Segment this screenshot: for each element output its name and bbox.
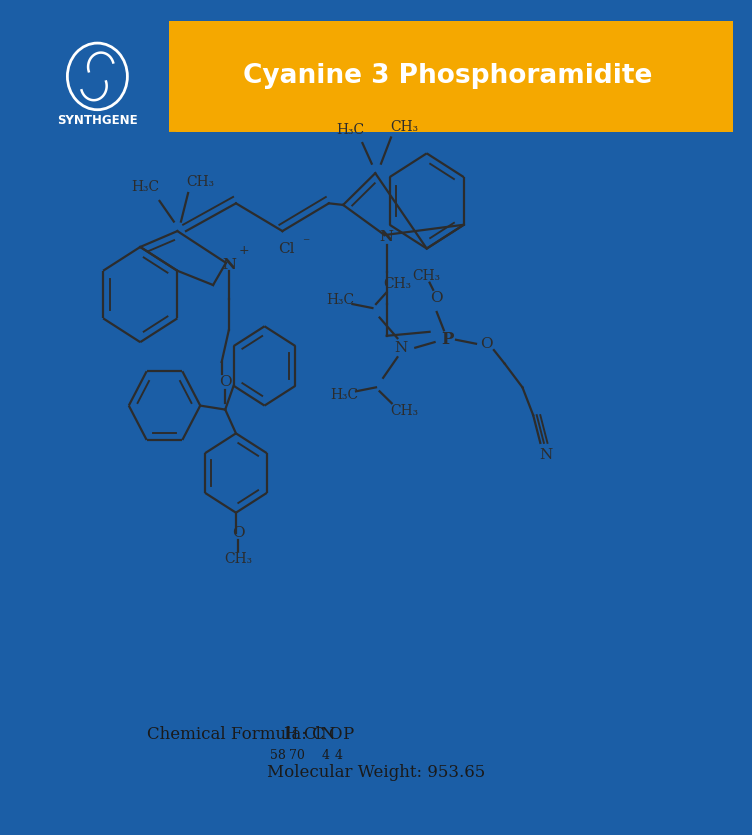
Text: Molecular Weight: 953.65: Molecular Weight: 953.65	[267, 764, 485, 782]
FancyBboxPatch shape	[168, 21, 733, 132]
Text: CH₃: CH₃	[390, 404, 419, 418]
Polygon shape	[19, 132, 176, 211]
Text: CH₃: CH₃	[186, 175, 214, 189]
Text: 58: 58	[269, 749, 286, 762]
Text: 70: 70	[290, 749, 305, 762]
Text: O: O	[219, 375, 232, 389]
Text: H₃C: H₃C	[336, 123, 365, 137]
Text: SYNTHGENE: SYNTHGENE	[57, 114, 138, 127]
Text: Chemical Formula: C: Chemical Formula: C	[147, 726, 325, 743]
Text: CH₃: CH₃	[390, 120, 418, 134]
Text: CH₃: CH₃	[412, 270, 440, 283]
Text: ⁻: ⁻	[302, 236, 310, 250]
Text: O: O	[329, 726, 342, 743]
Text: O: O	[232, 525, 244, 539]
Text: N: N	[222, 258, 235, 272]
Text: 4: 4	[322, 749, 330, 762]
Text: N: N	[380, 230, 393, 244]
FancyBboxPatch shape	[19, 21, 176, 132]
Text: H₃C: H₃C	[330, 388, 358, 402]
Text: O: O	[481, 337, 493, 351]
Text: Cl: Cl	[278, 241, 295, 256]
Text: +: +	[238, 245, 249, 257]
Text: N: N	[539, 448, 553, 462]
Text: Cyanine 3 Phosphoramidite: Cyanine 3 Phosphoramidite	[243, 63, 652, 89]
Text: H: H	[283, 726, 298, 743]
Text: ClN: ClN	[302, 726, 335, 743]
Text: H₃C: H₃C	[131, 180, 159, 195]
Text: N: N	[394, 341, 408, 355]
Text: P: P	[441, 331, 453, 348]
Text: CH₃: CH₃	[384, 277, 411, 291]
Text: CH₃: CH₃	[224, 552, 252, 565]
Text: P: P	[341, 726, 353, 743]
Text: 4: 4	[335, 749, 343, 762]
Text: O: O	[430, 291, 443, 305]
Text: H₃C: H₃C	[326, 293, 354, 307]
